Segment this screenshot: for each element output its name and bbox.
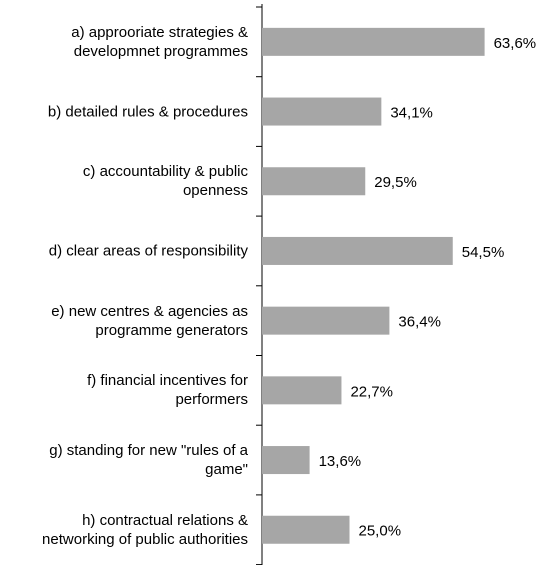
bar: [262, 236, 453, 265]
category-label: g) standing for new "rules of a game": [49, 442, 248, 479]
category-label: c) accountability & public openness: [82, 163, 248, 200]
bar: [262, 167, 366, 196]
category-label: a) approoriate strategies & developmnet …: [71, 23, 248, 60]
bar: [262, 446, 310, 475]
value-label: 22,7%: [350, 383, 393, 400]
bar: [262, 27, 485, 56]
category-label: d) clear areas of responsibility: [48, 242, 248, 260]
category-label: e) new centres & agencies as programme g…: [51, 302, 248, 339]
category-label: h) contractual relations & networking of…: [42, 511, 248, 548]
value-label: 54,5%: [462, 244, 505, 261]
value-label: 25,0%: [359, 523, 402, 540]
bar: [262, 306, 390, 335]
value-label: 63,6%: [494, 35, 537, 52]
value-label: 13,6%: [319, 453, 362, 470]
bar: [262, 97, 382, 126]
value-label: 36,4%: [398, 314, 441, 331]
value-label: 34,1%: [390, 105, 433, 122]
value-label: 29,5%: [374, 174, 417, 191]
category-label: f) financial incentives for performers: [87, 372, 248, 409]
category-label: b) detailed rules & procedures: [47, 103, 248, 121]
bar: [262, 376, 342, 405]
bar: [262, 515, 350, 544]
